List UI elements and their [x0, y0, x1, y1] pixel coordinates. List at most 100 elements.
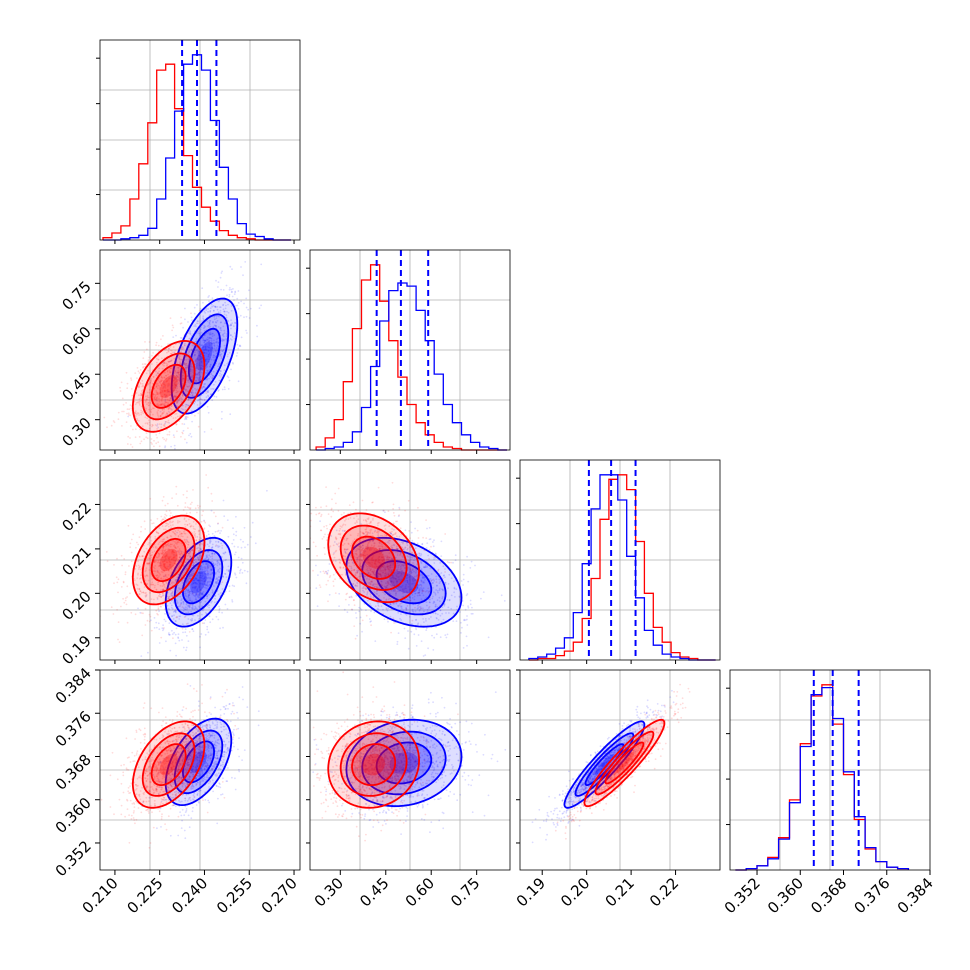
sample-point-red: [126, 443, 129, 445]
contour-red-2: [150, 538, 187, 582]
sample-point-red: [168, 412, 171, 414]
sample-point-red: [144, 570, 147, 573]
sample-point-red: [177, 390, 179, 393]
sample-point-red: [332, 585, 335, 587]
sample-point-red: [171, 521, 173, 524]
sample-point-red: [148, 542, 150, 544]
sample-point-red: [166, 543, 168, 546]
sample-point-blue: [394, 570, 397, 572]
sample-point-blue: [228, 590, 231, 592]
sample-point-blue: [205, 584, 208, 587]
sample-point-red: [172, 540, 175, 542]
sample-point-red: [204, 348, 207, 351]
sample-point-red: [164, 549, 166, 552]
sample-point-blue: [187, 593, 190, 596]
sample-point-blue: [191, 574, 194, 577]
sample-point-red: [151, 522, 153, 525]
sample-point-blue: [433, 601, 436, 604]
sample-point-blue: [230, 309, 233, 312]
sample-point-blue: [177, 399, 180, 401]
sample-point-red: [182, 509, 185, 511]
sample-point-blue: [201, 582, 204, 585]
sample-point-red: [178, 420, 181, 422]
sample-point-blue: [213, 347, 216, 350]
sample-point-red: [161, 540, 164, 543]
sample-point-red: [221, 581, 224, 584]
sample-point-blue: [205, 352, 208, 355]
sample-point-red: [360, 550, 362, 553]
sample-point-blue: [189, 370, 192, 373]
sample-point-blue: [434, 603, 437, 606]
sample-point-red: [342, 566, 345, 569]
sample-point-blue: [195, 367, 198, 370]
sample-point-red: [167, 343, 169, 346]
sample-point-blue: [192, 614, 195, 617]
sample-point-blue: [210, 342, 213, 344]
sample-point-red: [146, 396, 149, 399]
sample-point-blue: [427, 554, 430, 557]
sample-point-blue: [406, 598, 408, 601]
hist-panel-1: [306, 249, 511, 454]
sample-point-blue: [209, 325, 212, 328]
sample-point-blue: [404, 585, 407, 588]
sample-point-blue: [347, 562, 350, 564]
sample-point-blue: [187, 599, 189, 602]
sample-point-red: [167, 568, 170, 571]
sample-point-red: [170, 565, 173, 568]
sample-point-blue: [218, 571, 221, 573]
sample-point-blue: [201, 368, 204, 371]
sample-point-blue: [214, 572, 217, 575]
sample-point-blue: [208, 377, 210, 380]
sample-point-blue: [155, 374, 158, 377]
sample-point-red: [156, 396, 159, 398]
sample-point-red: [181, 380, 184, 382]
sample-point-red: [160, 540, 162, 543]
sample-point-blue: [188, 605, 191, 608]
sample-point-blue: [239, 344, 241, 347]
sample-point-blue: [345, 548, 348, 551]
sample-point-blue: [412, 578, 414, 581]
sample-point-red: [204, 566, 207, 569]
contour-red-1: [141, 352, 196, 421]
sample-point-red: [409, 599, 412, 602]
sample-point-red: [192, 520, 195, 523]
sample-point-red: [181, 370, 184, 372]
sample-point-red: [201, 543, 204, 546]
sample-point-red: [161, 389, 164, 392]
sample-point-red: [169, 566, 172, 569]
sample-point-red: [178, 357, 181, 360]
sample-point-red: [172, 531, 175, 534]
sample-point-blue: [396, 572, 399, 575]
sample-point-blue: [193, 586, 196, 589]
sample-point-blue: [352, 562, 355, 565]
sample-point-blue: [187, 398, 190, 400]
sample-point-blue: [466, 593, 469, 595]
sample-point-red: [171, 591, 174, 594]
sample-point-red: [156, 581, 159, 584]
sample-point-blue: [175, 654, 177, 657]
sample-point-blue: [203, 577, 206, 580]
sample-point-red: [177, 372, 180, 374]
sample-point-red: [378, 573, 381, 576]
sample-point-red: [210, 492, 213, 495]
sample-point-blue: [443, 574, 445, 577]
sample-point-red: [168, 433, 171, 436]
sample-point-red: [158, 393, 161, 395]
sample-point-blue: [387, 572, 389, 575]
sample-point-blue: [205, 562, 208, 565]
sample-point-blue: [182, 601, 185, 604]
sample-point-blue: [423, 610, 425, 613]
sample-point-blue: [410, 587, 413, 590]
sample-point-red: [345, 593, 348, 596]
sample-point-blue: [169, 633, 171, 636]
sample-point-blue: [359, 552, 362, 554]
sample-point-red: [181, 431, 184, 434]
sample-point-red: [178, 378, 180, 381]
sample-point-blue: [419, 583, 421, 586]
sample-point-red: [180, 346, 183, 349]
sample-point-blue: [211, 347, 213, 349]
sample-point-red: [189, 401, 192, 404]
sample-point-red: [155, 396, 158, 399]
sample-point-red: [189, 525, 192, 528]
sample-point-red: [162, 603, 164, 606]
